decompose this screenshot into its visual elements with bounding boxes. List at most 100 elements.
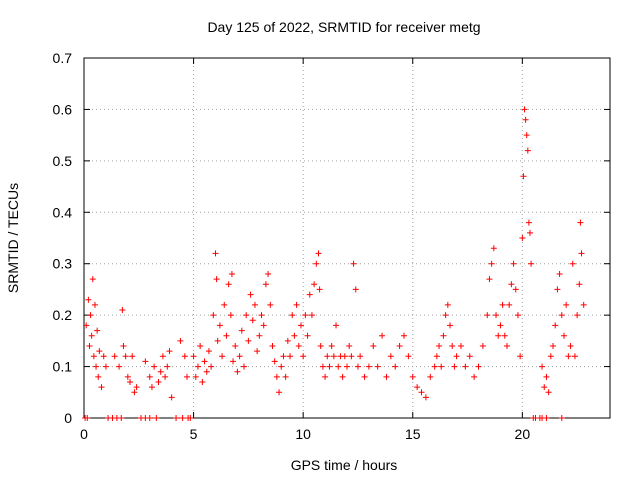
data-point xyxy=(93,363,100,370)
data-point xyxy=(405,353,412,360)
data-point xyxy=(177,337,184,344)
data-point xyxy=(451,363,458,370)
data-point xyxy=(116,363,123,370)
data-point xyxy=(383,373,390,380)
data-point xyxy=(319,363,326,370)
data-point xyxy=(291,332,298,339)
data-point xyxy=(267,301,274,308)
data-point xyxy=(409,373,416,380)
data-point xyxy=(271,358,278,365)
data-point xyxy=(541,384,548,391)
data-point xyxy=(247,291,254,298)
data-point xyxy=(221,301,228,308)
data-point xyxy=(162,373,169,380)
data-point xyxy=(484,312,491,319)
y-tick-label: 0.2 xyxy=(53,307,73,323)
data-point xyxy=(506,301,513,308)
data-point xyxy=(512,286,519,293)
plot-frame xyxy=(83,57,611,419)
data-point xyxy=(260,322,267,329)
data-point xyxy=(240,363,247,370)
data-point xyxy=(194,363,201,370)
data-point xyxy=(522,116,529,123)
data-point xyxy=(577,219,584,226)
data-point xyxy=(155,379,162,385)
data-point xyxy=(284,337,291,344)
data-point xyxy=(297,322,304,329)
y-tick-label: 0.7 xyxy=(53,50,73,66)
data-point xyxy=(576,281,583,288)
data-point xyxy=(201,358,208,365)
data-point xyxy=(547,353,554,360)
data-point xyxy=(94,327,101,334)
data-point xyxy=(90,353,97,360)
data-point xyxy=(289,312,296,319)
data-point xyxy=(365,363,372,370)
data-point xyxy=(148,384,155,391)
data-point xyxy=(330,353,337,360)
data-point xyxy=(414,384,421,391)
data-point xyxy=(333,322,340,329)
data-point xyxy=(569,260,576,267)
data-point xyxy=(453,353,460,360)
y-tick-label: 0.5 xyxy=(53,153,73,169)
data-point xyxy=(243,312,250,319)
data-point xyxy=(236,353,243,360)
data-point xyxy=(102,363,109,370)
data-point xyxy=(354,363,361,370)
data-point xyxy=(341,353,348,360)
data-point xyxy=(449,343,456,349)
data-point xyxy=(571,353,578,360)
data-point xyxy=(282,373,289,380)
x-tick-label: 0 xyxy=(80,426,88,442)
data-point xyxy=(574,312,581,319)
data-point xyxy=(293,301,300,308)
data-point xyxy=(328,343,335,349)
data-point xyxy=(91,301,98,308)
data-point xyxy=(276,389,283,396)
data-point xyxy=(475,363,482,370)
data-point xyxy=(466,353,473,360)
x-axis-label: GPS time / hours xyxy=(291,457,398,473)
data-point xyxy=(295,343,302,349)
data-point xyxy=(520,173,527,180)
data-point xyxy=(262,281,269,288)
data-point xyxy=(85,296,92,303)
data-point xyxy=(543,415,550,421)
data-point xyxy=(278,363,285,370)
data-point xyxy=(308,312,315,319)
data-point xyxy=(578,250,585,257)
data-point xyxy=(119,307,126,313)
data-point xyxy=(554,286,561,293)
data-point xyxy=(315,250,322,257)
data-point xyxy=(227,312,234,319)
data-point xyxy=(444,301,451,308)
data-point xyxy=(83,322,90,329)
data-point xyxy=(98,384,105,391)
data-point xyxy=(311,281,318,288)
data-point xyxy=(379,332,386,339)
data-point xyxy=(580,301,587,308)
data-point xyxy=(120,343,127,349)
data-point xyxy=(433,353,440,360)
data-point xyxy=(151,363,158,370)
data-point xyxy=(317,343,324,349)
data-point xyxy=(100,353,107,360)
data-point xyxy=(187,415,194,421)
y-tick-label: 0.3 xyxy=(53,256,73,272)
data-point xyxy=(374,363,381,370)
data-point xyxy=(306,291,313,298)
data-point xyxy=(316,286,323,293)
x-tick-label: 10 xyxy=(295,426,311,442)
data-point xyxy=(256,332,263,339)
data-point xyxy=(287,353,294,360)
data-point xyxy=(166,348,173,355)
data-point xyxy=(95,373,102,380)
data-point xyxy=(205,348,212,355)
data-point xyxy=(462,363,469,370)
data-point xyxy=(84,415,91,421)
data-point xyxy=(357,353,364,360)
data-point xyxy=(524,147,531,154)
data-point xyxy=(265,271,272,277)
data-point xyxy=(146,415,153,421)
